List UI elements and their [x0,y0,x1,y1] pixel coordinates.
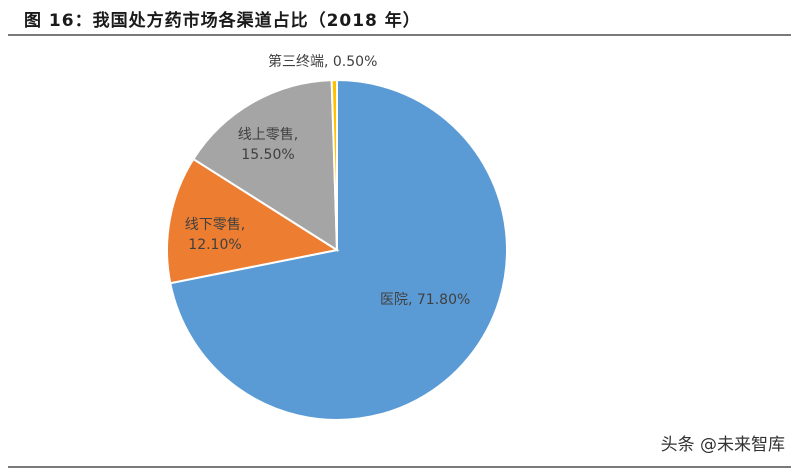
label-offline-retail-name: 线下零售, [184,217,246,233]
label-online-retail-name: 线上零售, [237,127,299,143]
label-online-retail-value: 15.50% [241,147,295,163]
label-hospital: 医院, 71.80% [380,292,471,308]
label-offline-retail: 线下零售, 12.10% [170,215,260,255]
figure-title: 图 16：我国处方药市场各渠道占比（2018 年） [24,11,421,31]
bottom-divider [8,466,791,468]
slice-offline-retail [166,157,340,285]
watermark: 头条 @未来智库 [660,435,785,455]
pie-slices [166,78,508,421]
label-offline-retail-value: 12.10% [188,237,242,253]
top-divider [8,34,791,36]
label-third-terminal: 第三终端, 0.50% [268,54,378,70]
slice-online-retail [191,79,339,252]
label-online-retail: 线上零售, 15.50% [223,125,313,165]
slice-third-terminal [330,78,338,251]
